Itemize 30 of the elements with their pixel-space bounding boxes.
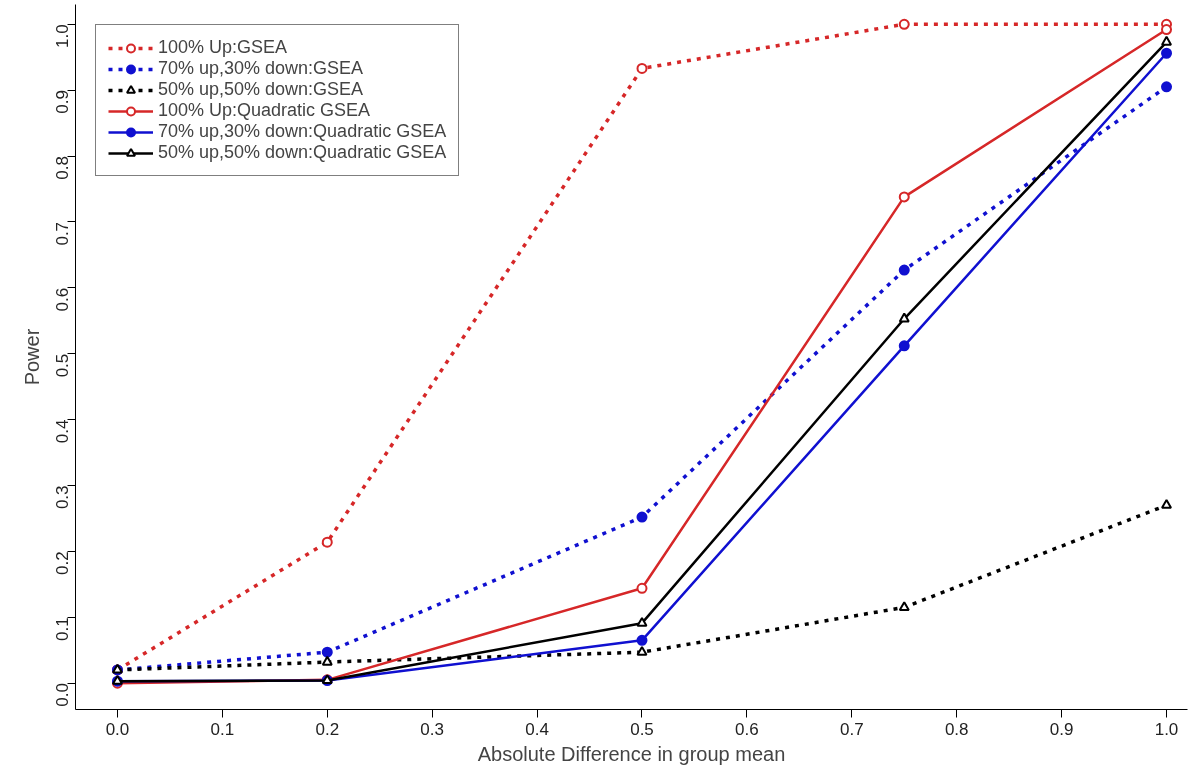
x-tick-label: 0.8 (944, 719, 969, 739)
x-axis-title: Absolute Difference in group mean (477, 742, 786, 765)
y-tick-label: 0.5 (53, 353, 73, 378)
x-tick-label: 0.3 (420, 719, 444, 739)
y-axis-title: Power (20, 328, 43, 386)
x-tick-label: 0.6 (735, 719, 759, 739)
legend-label: 70% up,30% down:Quadratic GSEA (158, 121, 447, 142)
x-tick-label: 0.7 (839, 719, 864, 739)
y-tick-label: 0.0 (53, 683, 73, 707)
x-tick-label: 0.1 (210, 719, 235, 739)
y-tick-label: 0.6 (53, 287, 73, 312)
y-tick-label: 0.1 (53, 617, 73, 641)
legend-label: 100% Up:Quadratic GSEA (158, 100, 371, 121)
y-tick-label: 0.8 (53, 156, 73, 180)
x-tick-label: 0.9 (1049, 719, 1074, 739)
y-tick-label: 0.7 (53, 221, 73, 246)
y-tick-label: 1.0 (53, 24, 73, 48)
y-tick-label: 0.2 (53, 551, 73, 575)
x-tick-label: 0.4 (525, 719, 549, 739)
x-tick-label: 0.5 (630, 719, 654, 739)
y-tick-label: 0.9 (53, 90, 73, 114)
legend-label: 50% up,50% down:Quadratic GSEA (158, 142, 447, 163)
y-tick-label: 0.3 (53, 485, 73, 510)
legend-label: 70% up,30% down:GSEA (158, 58, 364, 79)
x-tick-label: 1.0 (1154, 719, 1179, 739)
legend-label: 50% up,50% down:GSEA (158, 79, 364, 100)
legend-label: 100% Up:GSEA (158, 37, 288, 58)
x-tick-label: 0.0 (105, 719, 130, 739)
y-tick-label: 0.4 (53, 419, 73, 444)
x-tick-label: 0.2 (315, 719, 340, 739)
